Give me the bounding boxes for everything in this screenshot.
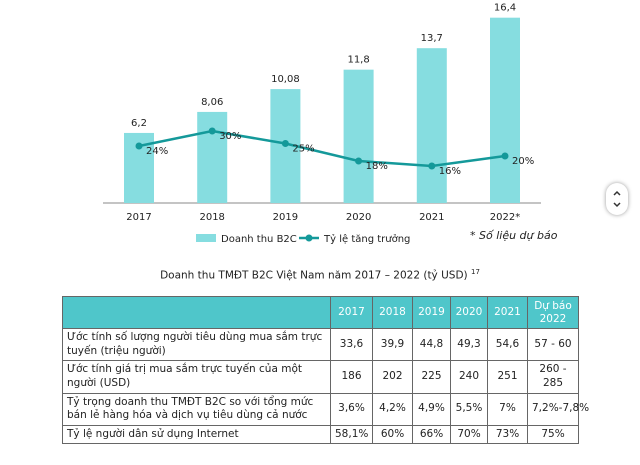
bar-label: 16,4 — [494, 3, 516, 14]
table-row: Tỷ lệ người dân sử dụng Internet 58,1% 60%… — [62, 424, 579, 445]
x-tick-label: 2022* — [490, 212, 520, 223]
value-cell: 7,2%-7,8% — [527, 392, 589, 426]
header-cell: 2018 — [372, 296, 413, 329]
table-body: Ước tính số lượng người tiêu dùng mua sắ… — [62, 327, 589, 445]
header-cell — [62, 296, 331, 329]
value-cell: 73% — [487, 424, 528, 445]
row-label: Tỷ trọng doanh thu TMĐT B2C so với tổng … — [62, 392, 331, 426]
value-cell: 70% — [450, 424, 488, 445]
line-label: 16% — [439, 166, 461, 177]
line-point — [501, 152, 509, 160]
value-cell: 3,6% — [330, 392, 373, 426]
caption-ref: 17 — [471, 268, 480, 276]
value-cell: 33,6 — [330, 327, 373, 362]
bar — [343, 69, 374, 203]
bar — [416, 48, 447, 203]
value-cell: 66% — [412, 424, 451, 445]
bar-label: 6,2 — [131, 118, 147, 129]
x-tick-label: 2021 — [419, 212, 444, 223]
legend-marker — [305, 234, 313, 242]
note: * Số liệu dự báo — [470, 229, 558, 242]
legend-label: Doanh thu B2C — [221, 234, 297, 245]
scroll-button[interactable] — [606, 183, 628, 215]
header-cell: Dự báo 2022 — [527, 296, 579, 329]
x-tick-label: 2020 — [346, 212, 371, 223]
line-point — [428, 162, 436, 170]
table-header: 2017 2018 2019 2020 2021 Dự báo 2022 — [62, 296, 579, 329]
value-cell: 5,5% — [450, 392, 488, 426]
line-label: 18% — [366, 161, 388, 172]
line-label: 20% — [512, 156, 534, 167]
legend-label: Tỷ lệ tăng trưởng — [323, 233, 410, 245]
value-cell: 251 — [487, 360, 528, 394]
scroll-icon — [613, 190, 621, 208]
value-cell: 260 - 285 — [527, 360, 579, 394]
header-cell: 2017 — [330, 296, 373, 329]
data-table: 2017 2018 2019 2020 2021 Dự báo 2022 Ước tính… — [62, 296, 589, 445]
value-cell: 58,1% — [330, 424, 373, 445]
line — [138, 129, 506, 168]
value-cell: 240 — [450, 360, 488, 394]
line-label: 30% — [219, 131, 241, 142]
line-point — [355, 157, 363, 165]
bar-label: 11,8 — [347, 55, 369, 66]
value-cell: 57 - 60 — [527, 327, 579, 362]
value-cell: 44,8 — [412, 327, 451, 362]
chart: * Số liệu dự báo 2017 2018 2019 2020 2021 202… — [103, 3, 558, 245]
line-point — [135, 142, 143, 150]
table-row: Ước tính giá trị mua sắm trực tuyến của … — [62, 360, 579, 394]
row-label: Tỷ lệ người dân sử dụng Internet — [62, 424, 331, 445]
row-label: Ước tính giá trị mua sắm trực tuyến của … — [62, 360, 331, 394]
value-cell: 7% — [487, 392, 528, 426]
value-cell: 54,6 — [487, 327, 528, 362]
line-label: 24% — [146, 146, 168, 157]
bar — [490, 17, 520, 204]
bar-label: 13,7 — [421, 33, 443, 44]
line-point — [281, 140, 289, 147]
x-tick-label: 2017 — [126, 212, 151, 223]
value-cell: 4,2% — [372, 392, 413, 426]
bar-label: 8,06 — [201, 97, 223, 108]
value-cell: 60% — [372, 424, 413, 445]
line-point — [208, 127, 216, 135]
legend-swatch — [196, 234, 216, 242]
header-cell: 2021 — [487, 296, 528, 329]
header-cell: 2020 — [450, 296, 488, 329]
bar-label: 10,08 — [271, 74, 300, 85]
x-tick-label: 2018 — [199, 212, 224, 223]
value-cell: 49,3 — [450, 327, 488, 362]
value-cell: 225 — [412, 360, 451, 394]
value-cell: 75% — [527, 424, 579, 445]
caption-text: Doanh thu TMĐT B2C Việt Nam năm 2017 – 2… — [160, 269, 468, 282]
table-row: Tỷ trọng doanh thu TMĐT B2C so với tổng … — [62, 392, 589, 426]
header-cell: 2019 — [412, 296, 451, 329]
table-row: Ước tính số lượng người tiêu dùng mua sắ… — [62, 327, 579, 362]
x-tick-label: 2019 — [273, 212, 298, 223]
value-cell: 186 — [330, 360, 373, 394]
caption: Doanh thu TMĐT B2C Việt Nam năm 2017 – 2… — [0, 268, 640, 282]
bar — [197, 111, 228, 203]
value-cell: 4,9% — [412, 392, 451, 426]
row-label: Ước tính số lượng người tiêu dùng mua sắ… — [62, 327, 331, 362]
value-cell: 202 — [372, 360, 413, 394]
line-label: 25% — [292, 144, 314, 155]
value-cell: 39,9 — [372, 327, 413, 362]
